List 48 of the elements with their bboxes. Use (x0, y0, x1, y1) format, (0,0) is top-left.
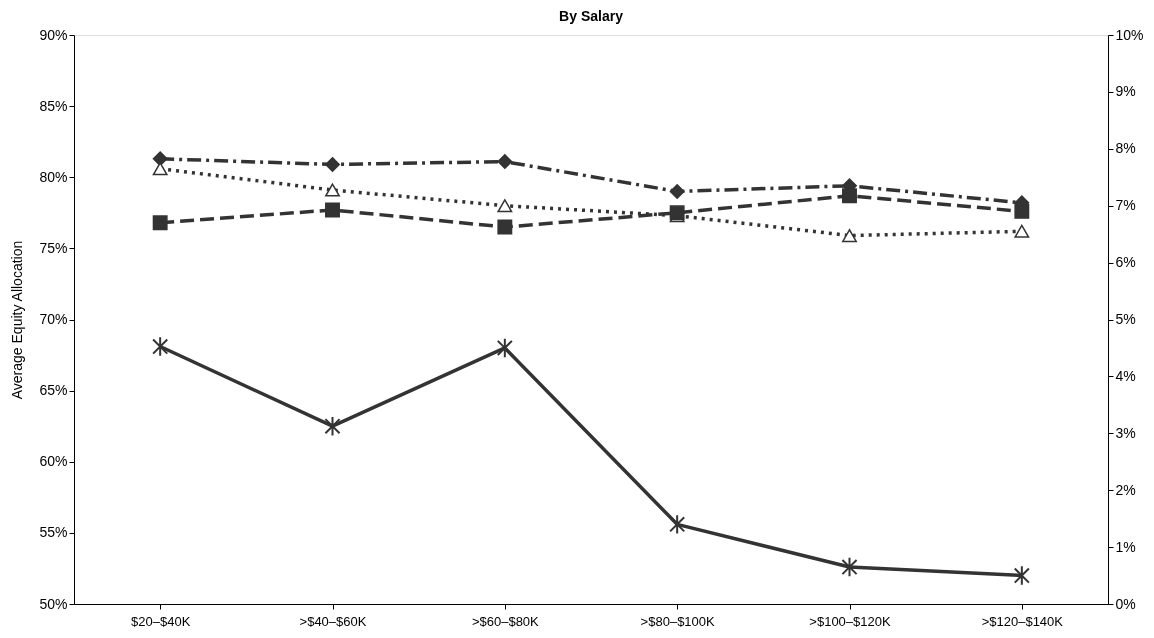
point (325, 183, 340, 197)
point (497, 219, 513, 235)
point (842, 229, 857, 243)
point (1014, 203, 1030, 219)
point (1013, 565, 1030, 586)
point (324, 416, 341, 437)
point (497, 154, 513, 170)
y-tick-label: 60% (39, 453, 68, 470)
y-tick-label: 75% (39, 239, 68, 256)
y2-tick-label: 6% (1115, 254, 1136, 271)
point (152, 336, 169, 357)
y2-tick-label: 4% (1115, 367, 1136, 384)
y2-tick-label: 3% (1115, 424, 1136, 441)
y2-tick-label: 8% (1115, 140, 1136, 157)
point (841, 556, 858, 578)
x-tick-label: >$60–$80K (471, 613, 540, 629)
y2-tick-label: 0% (1115, 595, 1136, 612)
y2-tick-label: 1% (1115, 538, 1136, 555)
y2-tick-label: 2% (1115, 481, 1136, 498)
y-tick-label: 65% (39, 382, 68, 399)
x-tick-label: >$100–$120K (809, 613, 891, 629)
x-tick-label: $20–$40K (131, 613, 191, 629)
point (325, 202, 340, 218)
x-tick-label: >$80–$100K (640, 613, 716, 629)
point (496, 337, 513, 359)
y2-tick-label: 10% (1115, 26, 1144, 43)
y-tick-label: 90% (39, 26, 68, 43)
x-tick-label: >$120–$140K (981, 613, 1064, 629)
y-tick-label: 50% (39, 595, 68, 612)
point (497, 199, 513, 213)
point (842, 188, 857, 204)
y-axis-title: Average Equity Allocation (9, 240, 26, 400)
y-tick-label: 80% (39, 168, 68, 185)
x-tick-label: >$40–$60K (299, 613, 367, 629)
point (669, 184, 685, 199)
point (1014, 224, 1030, 238)
point (669, 514, 686, 535)
chart-title: By Salary (559, 8, 624, 24)
point (152, 151, 168, 167)
point (325, 156, 340, 172)
y-tick-label: 55% (39, 524, 68, 541)
y2-tick-label: 7% (1115, 197, 1136, 214)
y-tick-label: 85% (39, 97, 68, 114)
y2-tick-label: 9% (1115, 83, 1136, 100)
point (152, 215, 168, 231)
point (152, 162, 168, 176)
y2-tick-label: 5% (1115, 311, 1136, 327)
y-tick-label: 70% (39, 311, 68, 327)
